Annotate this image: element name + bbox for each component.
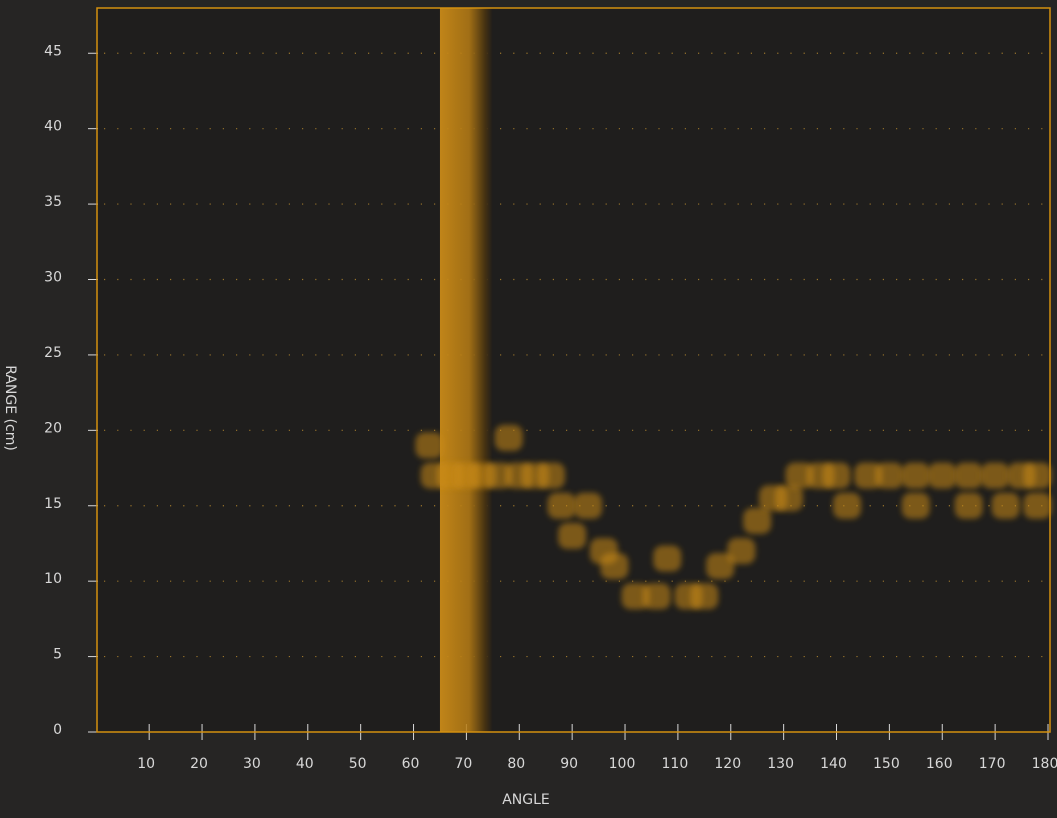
range-point: [484, 462, 513, 489]
x-tick-label: 40: [296, 756, 314, 772]
range-point: [991, 492, 1020, 519]
range-point: [574, 492, 603, 519]
range-point: [774, 485, 803, 512]
x-tick-label: 80: [507, 756, 525, 772]
range-point: [558, 522, 587, 549]
x-axis-label: ANGLE: [502, 792, 550, 808]
y-tick-label: 25: [44, 345, 62, 361]
range-point: [706, 553, 735, 580]
x-tick-label: 10: [137, 756, 155, 772]
x-tick-label: 160: [926, 756, 953, 772]
range-point: [494, 424, 523, 451]
x-tick-label: 150: [873, 756, 900, 772]
range-point: [954, 492, 983, 519]
x-tick-label: 140: [820, 756, 847, 772]
range-point: [537, 462, 566, 489]
range-point: [743, 507, 772, 534]
range-point: [642, 583, 671, 610]
range-point: [875, 462, 904, 489]
y-tick-label: 40: [44, 119, 62, 135]
x-tick-label: 110: [662, 756, 689, 772]
x-tick-label: 130: [767, 756, 794, 772]
x-tick-label: 70: [454, 756, 472, 772]
x-tick-label: 60: [402, 756, 420, 772]
y-tick-label: 5: [53, 647, 62, 663]
range-point: [822, 462, 851, 489]
x-tick-label: 20: [190, 756, 208, 772]
x-tick-label: 50: [349, 756, 367, 772]
range-point: [928, 462, 957, 489]
y-tick-label: 30: [44, 270, 62, 286]
range-point: [547, 492, 576, 519]
x-tick-label: 90: [560, 756, 578, 772]
y-axis-label: RANGE (cm): [2, 365, 18, 451]
x-tick-label: 180: [1032, 756, 1057, 772]
range-point: [981, 462, 1010, 489]
range-point: [833, 492, 862, 519]
range-point: [1023, 492, 1052, 519]
range-point: [653, 545, 682, 572]
plot-area: [97, 8, 1050, 732]
sweep-bar: [439, 8, 493, 732]
y-tick-label: 35: [44, 194, 62, 210]
x-tick-label: 170: [979, 756, 1006, 772]
plot-border: [96, 7, 1051, 733]
range-point: [621, 583, 650, 610]
x-tick-label: 120: [714, 756, 741, 772]
y-tick-label: 45: [44, 43, 62, 59]
range-point: [854, 462, 883, 489]
range-point: [1023, 462, 1052, 489]
x-tick-label: 100: [609, 756, 636, 772]
y-tick-label: 0: [53, 722, 62, 738]
range-point: [954, 462, 983, 489]
range-point: [901, 462, 930, 489]
range-point: [901, 492, 930, 519]
range-point: [415, 432, 444, 459]
range-point: [785, 462, 814, 489]
y-tick-label: 10: [44, 571, 62, 587]
range-point: [727, 538, 756, 564]
y-tick-label: 20: [44, 420, 62, 436]
x-tick-label: 30: [243, 756, 261, 772]
range-point: [690, 583, 719, 610]
y-tick-label: 15: [44, 496, 62, 512]
range-point: [600, 553, 629, 580]
